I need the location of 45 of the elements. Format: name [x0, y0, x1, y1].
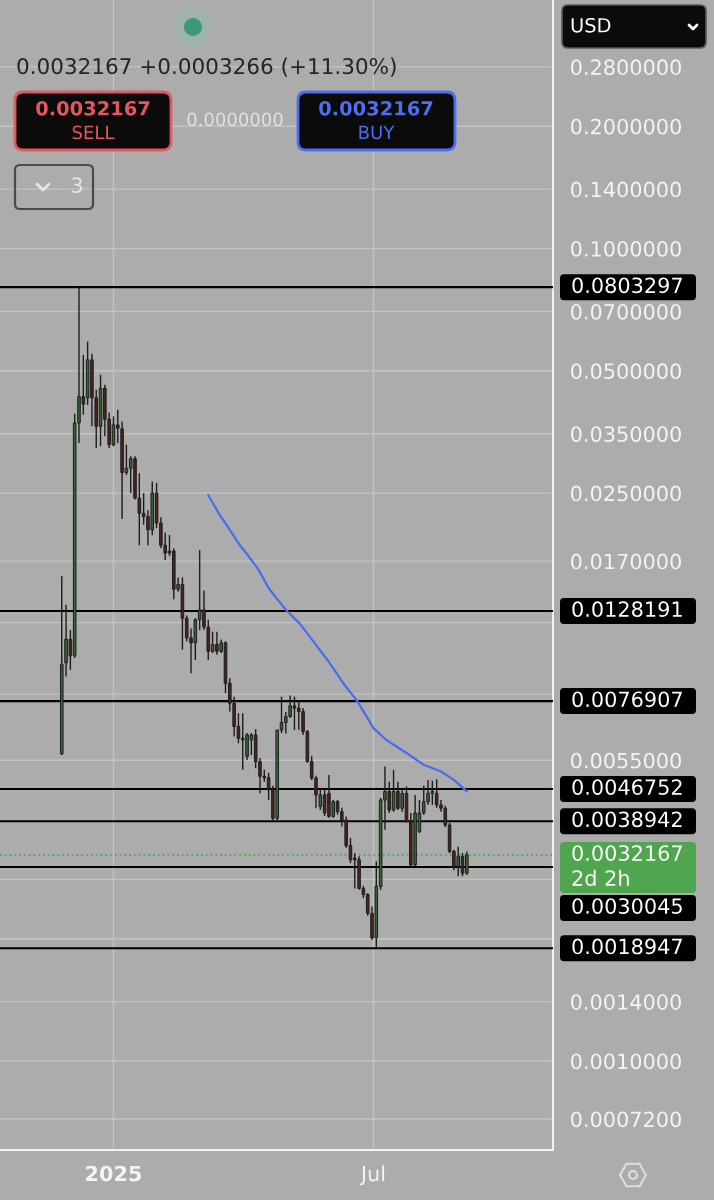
y-tick-label: 0.1400000	[571, 181, 681, 198]
ref-line-label: 0.0018947	[572, 938, 682, 955]
y-tick-label: 0.0170000	[571, 553, 681, 570]
text: 0.0032167 +0.0003266 (+11.30%)	[17, 57, 396, 77]
x-tick-label: 2025	[86, 1165, 142, 1182]
candlestick	[456, 845, 460, 877]
candlestick	[327, 774, 331, 819]
ref-line-label: 0.0128191	[572, 601, 682, 618]
annotation: SELL	[72, 125, 115, 140]
candlestick	[396, 781, 400, 811]
ref-line-label: 0.0803297	[572, 277, 682, 294]
line-series	[207, 494, 468, 793]
text: USD	[571, 17, 611, 33]
y-tick-label: 0.0007200	[571, 1111, 681, 1128]
ref-line-label: 0.0030045	[572, 898, 682, 914]
annotation: 0.0032167	[319, 100, 433, 116]
x-tick-label: Jul	[359, 1165, 385, 1186]
y-tick-label: 0.1000000	[571, 240, 681, 257]
annotation: BUY	[359, 125, 395, 140]
candlestick	[465, 850, 469, 876]
candlestick	[215, 630, 219, 656]
y-tick-label: 0.0014000	[571, 994, 681, 1010]
candlestick	[296, 699, 301, 731]
candlestick	[245, 732, 249, 761]
ref-line-label: 0.0076907	[572, 691, 682, 708]
candlestick	[391, 769, 396, 813]
candlestick	[292, 695, 297, 731]
ref-line-label: 0.0046752	[572, 779, 682, 795]
candlestick	[210, 630, 215, 654]
y-tick-label: 0.0055000	[571, 752, 681, 769]
annotation: 0.0032167	[36, 100, 150, 116]
y-tick-label: 0.0350000	[571, 426, 681, 442]
annotation: 3	[71, 177, 82, 194]
y-tick-label: 0.2800000	[571, 59, 681, 76]
candlestick	[434, 778, 439, 809]
y-tick-label: 0.0250000	[571, 485, 681, 502]
ref-line-label: 0.0038942	[572, 811, 682, 828]
y-tick-label: 0.0700000	[571, 303, 681, 320]
candlestick	[322, 789, 327, 817]
ref-line-label: 0.0032167 2d 2h	[572, 845, 682, 886]
y-tick-label: 0.0010000	[571, 1053, 681, 1070]
candlestick	[430, 779, 435, 806]
candlestick	[240, 712, 245, 771]
y-tick-label: 0.0500000	[571, 363, 681, 380]
y-tick-label: 0.2000000	[571, 118, 681, 135]
